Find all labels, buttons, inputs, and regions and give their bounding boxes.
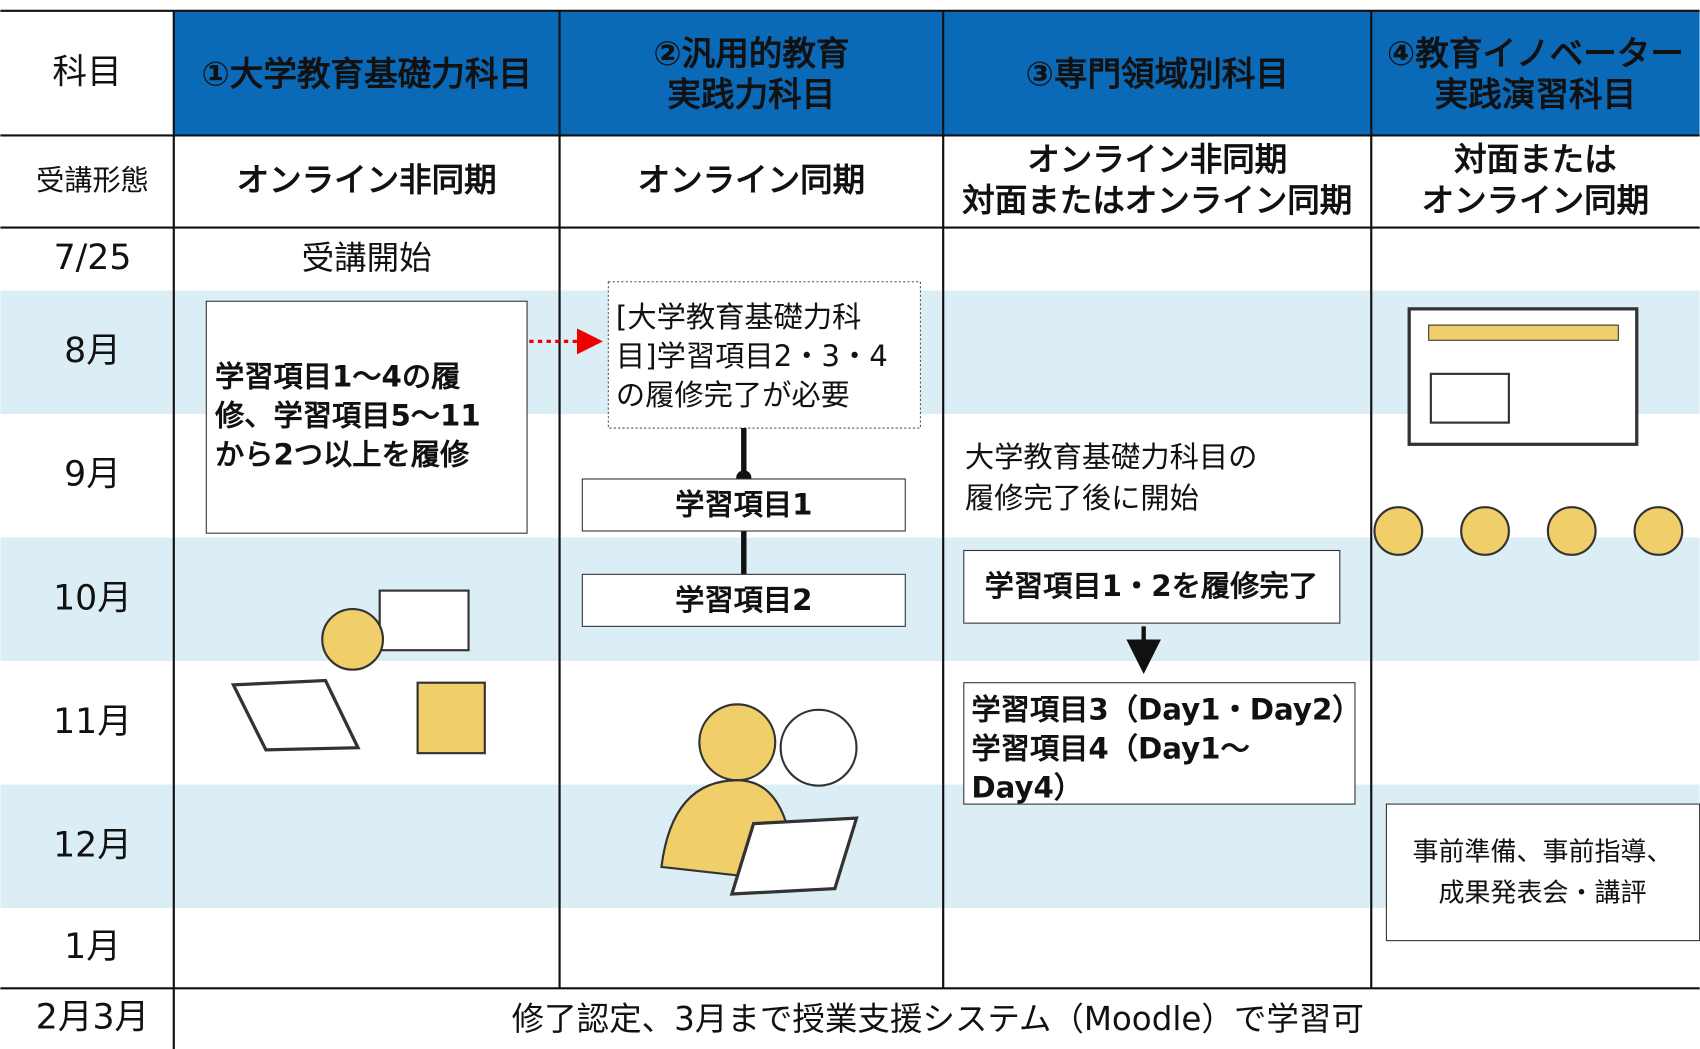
illust [698,703,777,782]
box-text: 事前準備、事前指導、 [1412,837,1672,867]
illust [1373,506,1424,556]
box [1385,803,1700,942]
item: 学習項目1 [675,488,812,522]
box-text: 成果発表会・講評 [1438,879,1646,909]
step: 学習項目1・2を履修完了 [985,569,1318,603]
illust [378,589,470,652]
column-title: ②汎用的教育 [653,34,849,73]
month: 7/25 [54,238,132,278]
illust [416,681,486,755]
column-title: ①大学教育基礎力科目 [201,54,532,93]
step: 学習項目3（Day1・Day2） [971,692,1361,726]
header-cell [1371,10,1700,136]
note: 大学教育基礎力科目の [965,440,1258,474]
illust [779,708,858,787]
column-title: ③専門領域別科目 [1025,54,1288,93]
column-title: ④教育イノベーター [1387,34,1684,73]
month: 11月 [53,702,132,742]
month: 1月 [64,927,121,967]
step: 学習項目4（Day1～ [971,731,1249,765]
box-text: [大学教育基礎力科 [616,300,861,334]
month: 12月 [53,825,132,865]
month: 2月3月 [36,998,149,1038]
box [963,549,1341,624]
format-value: オンライン非同期 [1027,140,1287,178]
illust [230,678,361,752]
box-text: 目]学習項目2・3・4 [616,339,888,373]
month: 10月 [53,578,132,618]
box-text: の履修完了が必要 [616,378,850,412]
box-text: から2つ以上を履修 [215,438,470,472]
box [581,573,906,627]
format-value: 対面またはオンライン同期 [962,182,1352,220]
step: Day4） [971,770,1083,804]
format-value: オンライン同期 [638,161,866,199]
box [205,300,528,534]
box [581,478,906,532]
box [607,281,921,429]
format-value: 対面または [1454,140,1617,178]
format-value: オンライン非同期 [237,161,497,199]
footer: 修了認定、3月まで授業支援システム（Moodle）で学習可 [512,1000,1364,1038]
month: 8月 [64,331,121,371]
box-text: 学習項目1～4の履 [215,360,461,394]
start-label: 受講開始 [302,239,432,277]
header-cell [943,10,1372,136]
header-cell [559,10,944,136]
illust [321,607,385,671]
column-title: 実践演習科目 [1435,75,1636,114]
header-cell [173,10,560,136]
month: 9月 [64,455,121,495]
header-corner: 科目 [52,53,121,93]
illust [1633,506,1684,556]
format-label: 受講形態 [36,164,149,197]
box [963,682,1356,805]
illust [1429,372,1510,424]
box-text: 修、学習項目5～11 [214,399,481,433]
note: 履修完了後に開始 [965,481,1199,515]
illust [1460,506,1510,556]
item: 学習項目2 [675,583,812,617]
format-value: オンライン同期 [1422,182,1650,220]
illust [1546,506,1597,556]
column-title: 実践力科目 [667,75,835,114]
illust [729,816,859,896]
illust [1428,324,1619,341]
